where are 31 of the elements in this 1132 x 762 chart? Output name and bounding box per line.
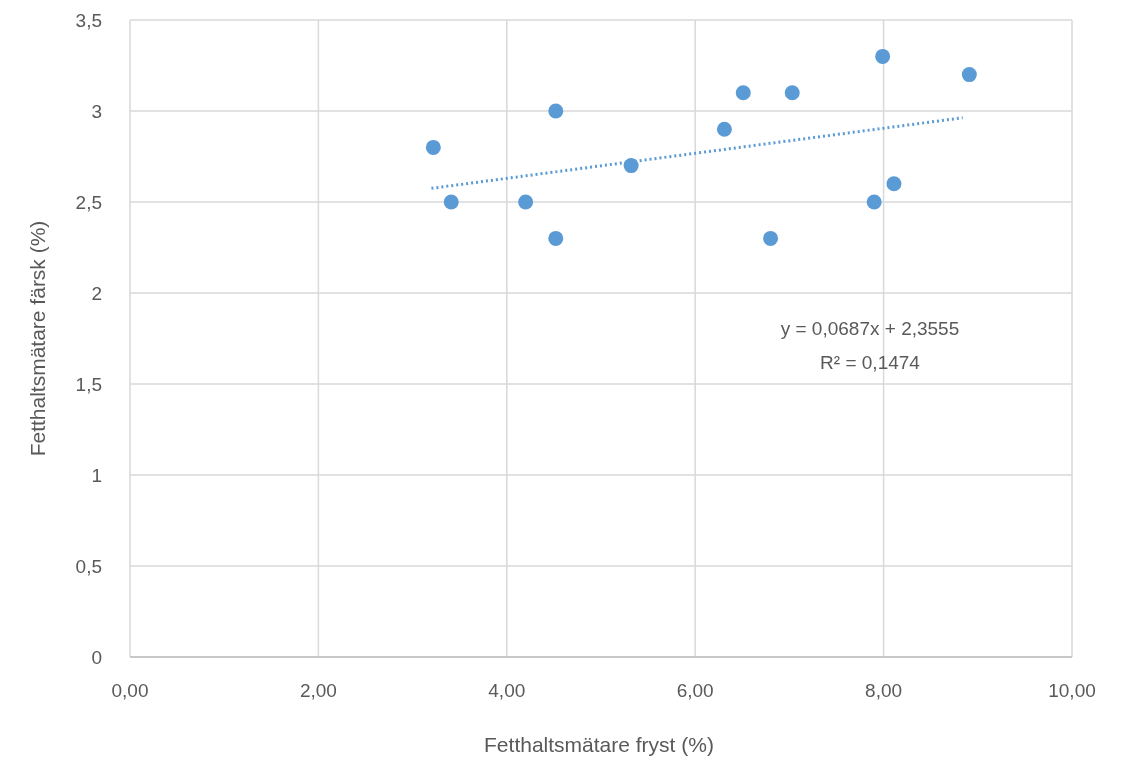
x-tick-label: 6,00 (676, 680, 714, 701)
x-axis-title: Fetthaltsmätare fryst (%) (484, 733, 714, 756)
point (735, 85, 751, 101)
y-tick-label: 3,5 (75, 9, 102, 31)
annotation: y = 0,0687x + 2,3555 (780, 318, 960, 339)
y-tick-label: 3 (91, 100, 102, 122)
point (866, 194, 882, 210)
point (875, 48, 891, 64)
annotation: R² = 0,1474 (820, 352, 921, 373)
x-tick-label: 2,00 (299, 680, 337, 701)
point (548, 230, 564, 246)
x-tick-label: 4,00 (488, 680, 526, 701)
y-tick-label: 1,5 (75, 373, 102, 395)
point (961, 67, 977, 83)
point (518, 194, 534, 210)
y-tick-label: 2,5 (75, 191, 102, 213)
point (425, 139, 441, 155)
x-tick-label: 0,00 (111, 680, 149, 701)
point (716, 121, 732, 137)
y-tick-label: 0 (91, 646, 102, 668)
point (784, 85, 800, 101)
x-tick-label: 10,00 (1048, 680, 1096, 701)
point (548, 103, 564, 119)
point (886, 176, 902, 192)
point (443, 194, 459, 210)
y-tick-label: 0,5 (75, 555, 102, 577)
point (763, 230, 779, 246)
y-tick-label: 1 (91, 464, 102, 486)
y-tick-label: 2 (91, 282, 102, 304)
x-tick-label: 8,00 (865, 680, 903, 701)
y-axis-title: Fetthaltsmätare färsk (%) (26, 220, 49, 457)
